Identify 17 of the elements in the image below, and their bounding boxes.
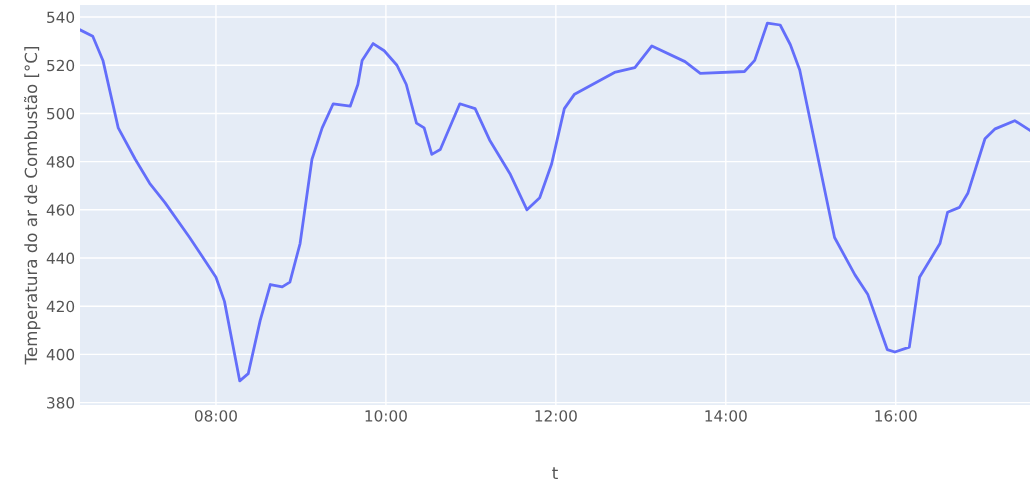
y-tick-label: 500: [47, 107, 75, 120]
x-axis-title: t: [552, 467, 558, 479]
x-tick-label: 12:00: [535, 410, 577, 422]
line-series: [80, 21, 1030, 383]
x-tick-label: 08:00: [194, 410, 237, 422]
y-axis-title: Temperatura do ar de Combustão [°C]: [24, 46, 41, 365]
y-tick-label: 420: [46, 300, 75, 313]
y-tick-label: 480: [46, 156, 75, 168]
y-tick-label: 540: [47, 11, 75, 24]
y-tick-label: 440: [46, 252, 75, 265]
x-tick-label: 14:00: [705, 410, 747, 422]
y-tick-label: 460: [46, 204, 75, 216]
y-tick-label: 380: [47, 397, 75, 409]
x-tick-label: 16:00: [875, 410, 917, 422]
x-tick-label: 10:00: [365, 410, 407, 422]
y-tick-label: 520: [47, 59, 75, 72]
y-tick-label: 400: [46, 348, 75, 361]
